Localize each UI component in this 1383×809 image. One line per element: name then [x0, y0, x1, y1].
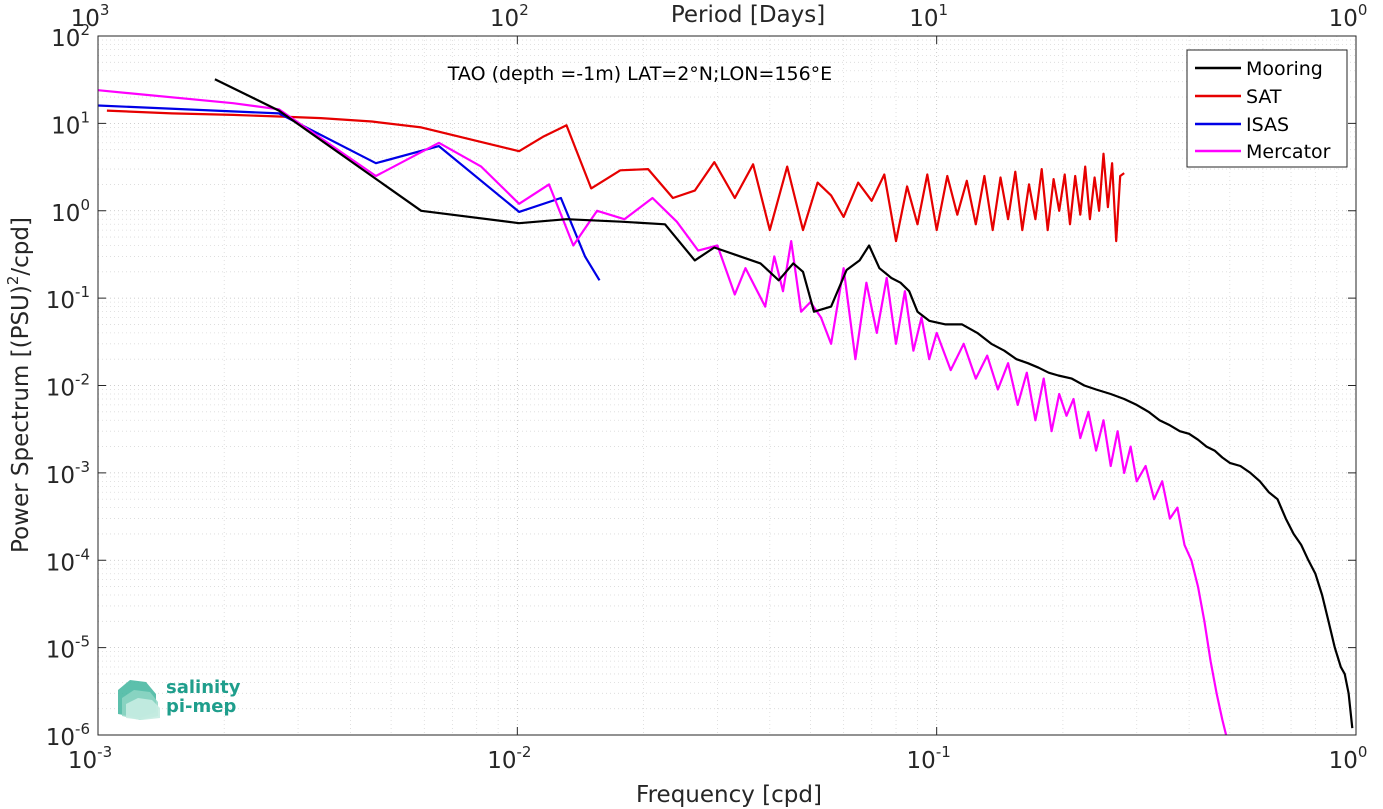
legend-label-sat: SAT [1246, 86, 1282, 108]
y-tick-label-exp: 2 [80, 21, 90, 39]
legend-label-mercator: Mercator [1246, 141, 1331, 163]
top-tick-label-base: 10 [490, 6, 519, 32]
y-tick-label-base: 10 [51, 26, 80, 52]
x-tick-label-exp: 0 [1358, 743, 1368, 761]
logo-text-pi-mep: pi-mep [166, 696, 236, 717]
y-tick-label-exp: -6 [75, 720, 90, 738]
top-tick-label-exp: 1 [939, 1, 949, 19]
y-tick-label: 10-5 [46, 633, 90, 664]
y-tick-label-base: 10 [51, 201, 80, 227]
chart-title: TAO (depth =-1m) LAT=2°N;LON=156°E [447, 63, 832, 85]
y-tick-label-exp: -4 [75, 545, 90, 563]
logo-text-salinity: salinity [166, 677, 241, 698]
y-axis-label: Power Spectrum [(PSU)2/cpd] [4, 217, 34, 553]
x-tick-label-base: 10 [487, 748, 516, 774]
top-tick-label-base: 10 [1329, 6, 1358, 32]
y-tick-label: 10-4 [46, 545, 90, 576]
y-tick-label: 10-6 [46, 720, 90, 751]
x-tick-label: 10-3 [68, 743, 112, 774]
y-tick-label-exp: -5 [75, 633, 90, 651]
x-tick-label: 10-2 [487, 743, 531, 774]
top-tick-label-exp: 3 [100, 1, 110, 19]
legend-label-isas: ISAS [1246, 114, 1289, 136]
y-tick-label: 100 [51, 196, 90, 227]
series-line-mercator [97, 89, 1228, 736]
top-tick-label-base: 10 [71, 6, 100, 32]
x-tick-label-exp: -3 [97, 743, 112, 761]
top-tick-label: 102 [490, 1, 529, 32]
y-tick-label-base: 10 [46, 463, 75, 489]
series-line-mooring [214, 78, 1354, 729]
x-tick-label-exp: -2 [516, 743, 531, 761]
series-layer [97, 78, 1354, 736]
top-tick-label: 101 [909, 1, 948, 32]
top-tick-label: 100 [1329, 1, 1368, 32]
logo-icon [118, 680, 160, 720]
y-axis-label-pre: Power Spectrum [(PSU) [8, 285, 34, 553]
y-tick-label-base: 10 [46, 638, 75, 664]
y-tick-label-base: 10 [46, 288, 75, 314]
y-tick-label: 10-1 [46, 283, 90, 314]
legend: Mooring SAT ISAS Mercator [1186, 49, 1348, 168]
y-tick-label-exp: -3 [75, 458, 90, 476]
y-axis-label-sup: 2 [4, 276, 22, 286]
top-tick-labels: 103 102 101 100 [71, 1, 1368, 32]
y-tick-label-base: 10 [51, 113, 80, 139]
legend-box [1186, 49, 1348, 168]
y-tick-label-exp: -2 [75, 371, 90, 389]
tick-marks [97, 35, 1357, 736]
legend-label-mooring: Mooring [1246, 58, 1323, 80]
top-tick-label-base: 10 [909, 6, 938, 32]
x-axis-label: Frequency [cpd] [636, 782, 822, 808]
x-tick-label: 10-1 [907, 743, 951, 774]
y-tick-label: 10-3 [46, 458, 90, 489]
y-tick-label-base: 10 [46, 725, 75, 751]
top-axis-label: Period [Days] [671, 2, 825, 28]
salinity-pi-mep-logo: salinity pi-mep [118, 677, 241, 720]
x-tick-label-base: 10 [1329, 748, 1358, 774]
y-tick-label-base: 10 [46, 376, 75, 402]
y-tick-label-base: 10 [46, 550, 75, 576]
y-axis-label-post: /cpd] [8, 217, 34, 276]
x-tick-label-exp: -1 [936, 743, 951, 761]
top-tick-label: 103 [71, 1, 110, 32]
top-tick-label-exp: 0 [1358, 1, 1368, 19]
x-tick-label-base: 10 [907, 748, 936, 774]
y-tick-label-exp: 0 [80, 196, 90, 214]
top-tick-label-exp: 2 [519, 1, 529, 19]
y-tick-label: 10-2 [46, 371, 90, 402]
y-tick-label-exp: -1 [75, 283, 90, 301]
x-tick-labels: 10-3 10-2 10-1 100 [68, 743, 1368, 774]
y-tick-label: 102 [51, 21, 90, 52]
x-tick-label-base: 10 [68, 748, 97, 774]
series-line-sat [106, 109, 1125, 243]
y-tick-label: 101 [51, 108, 90, 139]
y-tick-label-exp: 1 [80, 108, 90, 126]
x-tick-label: 100 [1329, 743, 1368, 774]
